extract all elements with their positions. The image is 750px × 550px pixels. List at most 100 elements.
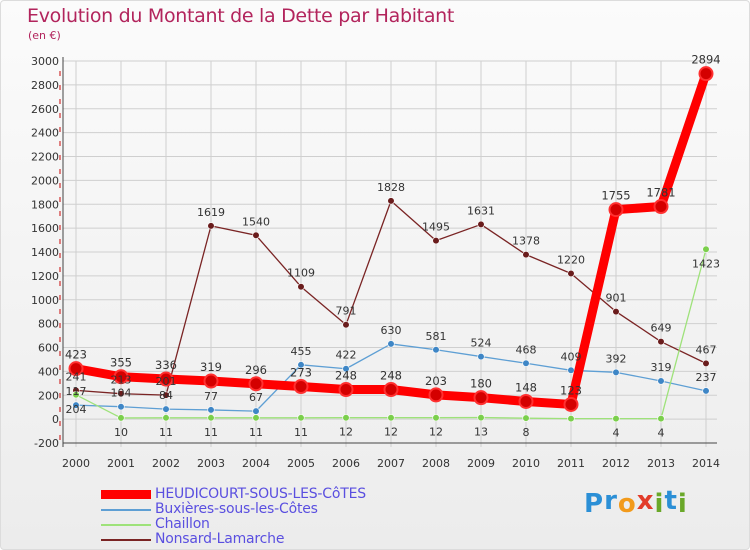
data-label: 201 xyxy=(156,375,177,388)
data-label: 524 xyxy=(471,337,492,350)
data-label: 11 xyxy=(159,426,173,439)
x-tick-label: 2009 xyxy=(467,457,495,470)
data-point xyxy=(297,361,305,369)
data-point xyxy=(563,396,579,412)
data-point xyxy=(477,352,485,361)
data-label: 123 xyxy=(560,383,582,397)
data-point xyxy=(297,283,305,291)
data-point xyxy=(72,401,80,409)
y-tick-label: 1600 xyxy=(31,222,59,235)
x-tick-label: 2010 xyxy=(512,457,540,470)
x-tick-label: 2005 xyxy=(287,457,315,470)
data-label: 1781 xyxy=(646,186,675,200)
data-point xyxy=(612,415,620,423)
data-point xyxy=(383,382,399,398)
data-label: 117 xyxy=(66,385,87,398)
legend-swatch-nonsard xyxy=(101,539,151,541)
x-tick-label: 2004 xyxy=(242,457,270,470)
data-label: 1109 xyxy=(287,267,315,280)
y-tick-label: 600 xyxy=(38,342,59,355)
legend-label-buxieres: Buxières-sous-les-Côtes xyxy=(155,501,318,517)
legend-label-nonsard: Nonsard-Lamarche xyxy=(155,531,285,547)
chart-unit-label: (en €) xyxy=(28,29,61,42)
data-point xyxy=(252,231,260,239)
data-point xyxy=(207,222,215,230)
data-label: 4 xyxy=(613,427,620,440)
data-label: 241 xyxy=(66,370,87,383)
data-label: 1631 xyxy=(467,204,495,217)
data-point xyxy=(608,202,624,218)
logo-letter: i xyxy=(677,489,688,519)
data-point xyxy=(342,414,350,422)
data-label: 392 xyxy=(606,352,627,365)
data-point xyxy=(477,413,485,422)
chart-title: Evolution du Montant de la Dette par Hab… xyxy=(27,5,455,27)
legend-swatch-heudicourt xyxy=(101,490,151,499)
data-label: 84 xyxy=(159,389,173,402)
legend-swatch-buxieres xyxy=(101,509,151,511)
data-label: 423 xyxy=(65,348,87,362)
y-tick-label: 1400 xyxy=(31,246,59,259)
data-label: 12 xyxy=(429,426,443,439)
data-label: 8 xyxy=(523,426,530,439)
data-point xyxy=(117,403,125,411)
logo-letter: x xyxy=(636,486,655,516)
data-point xyxy=(252,414,260,422)
data-point xyxy=(432,414,440,422)
data-label: 237 xyxy=(696,371,717,384)
data-label: 13 xyxy=(474,426,488,439)
logo-letter: i xyxy=(654,489,665,519)
data-point xyxy=(293,379,309,395)
data-label: 203 xyxy=(425,374,447,388)
data-point xyxy=(432,237,440,245)
data-point xyxy=(207,414,215,422)
data-point xyxy=(522,251,530,259)
data-label: 1540 xyxy=(242,215,270,228)
y-tick-label: 800 xyxy=(38,318,59,331)
data-label: 1828 xyxy=(377,181,405,194)
y-tick-label: 1200 xyxy=(31,270,59,283)
data-label: 148 xyxy=(515,380,537,394)
legend-label-heudicourt: HEUDICOURT-SOUS-LES-CôTES xyxy=(155,486,366,502)
data-label: 204 xyxy=(66,403,87,416)
data-point xyxy=(387,197,395,205)
data-point xyxy=(473,390,489,406)
y-tick-label: 3000 xyxy=(31,55,59,68)
data-label: 11 xyxy=(249,426,263,439)
y-tick-label: 2800 xyxy=(31,79,59,92)
data-point xyxy=(68,361,84,377)
data-label: 248 xyxy=(380,369,402,383)
data-label: 77 xyxy=(204,390,218,403)
x-tick-label: 2003 xyxy=(197,457,225,470)
data-label: 213 xyxy=(111,374,132,387)
data-label: 248 xyxy=(335,369,357,383)
x-tick-label: 2014 xyxy=(692,457,720,470)
data-label: 319 xyxy=(200,360,222,374)
y-tick-label: 2200 xyxy=(31,151,59,164)
data-point xyxy=(612,307,620,316)
data-label: 319 xyxy=(651,361,672,374)
data-point xyxy=(702,387,710,395)
data-point xyxy=(117,414,125,422)
x-tick-label: 2006 xyxy=(332,457,360,470)
data-label: 901 xyxy=(606,292,627,305)
data-label: 355 xyxy=(110,356,132,370)
data-label: 1619 xyxy=(197,206,225,219)
logo-letter: r xyxy=(604,486,618,516)
data-point xyxy=(297,414,305,422)
data-point xyxy=(567,269,575,278)
data-label: 180 xyxy=(470,377,492,391)
data-point xyxy=(113,369,129,385)
data-label: 11 xyxy=(294,426,308,439)
logo-letter: o xyxy=(617,489,637,519)
data-point xyxy=(338,382,354,398)
data-point xyxy=(702,359,710,367)
data-label: 422 xyxy=(336,349,357,362)
data-label: 2894 xyxy=(691,53,720,67)
x-tick-label: 2007 xyxy=(377,457,405,470)
data-label: 468 xyxy=(516,343,537,356)
data-point xyxy=(387,414,395,422)
data-point xyxy=(567,366,575,374)
data-point xyxy=(162,405,170,413)
proxiti-logo: Proxiti xyxy=(584,486,688,519)
